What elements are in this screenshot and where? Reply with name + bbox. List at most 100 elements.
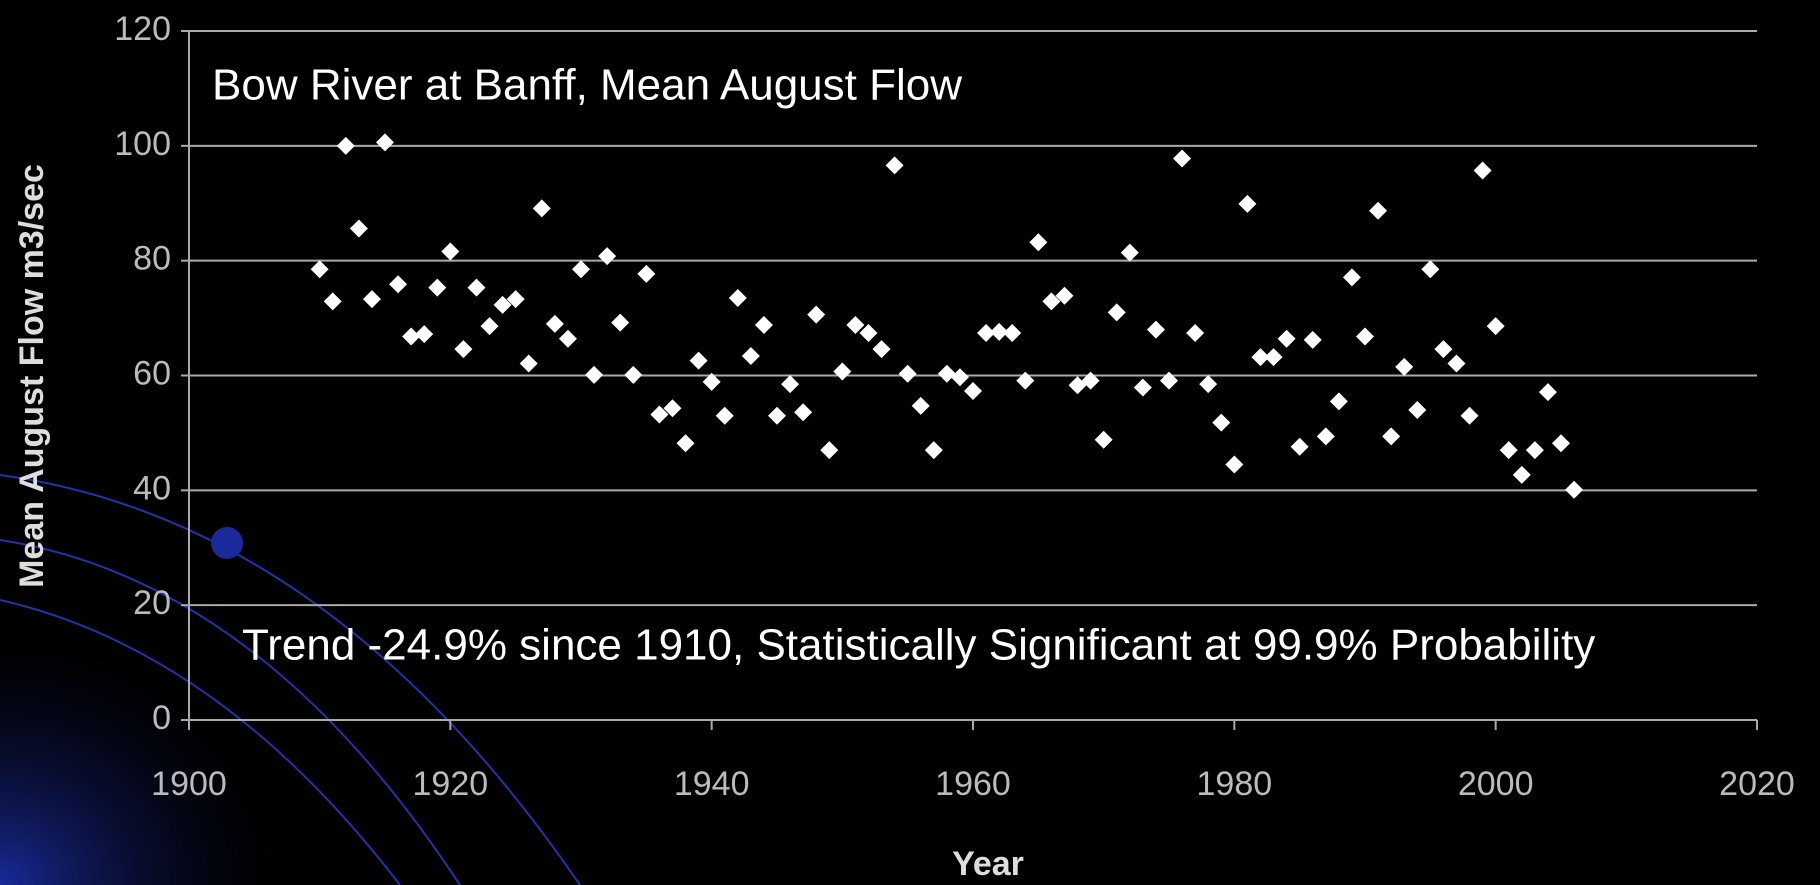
point — [1133, 378, 1152, 397]
point — [1120, 243, 1139, 262]
point — [1107, 303, 1126, 322]
point — [1329, 392, 1348, 411]
point — [715, 406, 734, 425]
point — [480, 317, 499, 336]
point — [689, 351, 708, 370]
decor-glow — [0, 420, 520, 885]
point — [1290, 437, 1309, 456]
point — [454, 340, 473, 359]
point — [1552, 434, 1570, 453]
point — [1225, 455, 1244, 474]
point — [1212, 413, 1231, 432]
point — [506, 290, 525, 309]
point — [585, 365, 604, 384]
decor-arc — [0, 539, 461, 885]
point — [1160, 371, 1178, 390]
y-tick-label: 100 — [114, 125, 171, 163]
point — [807, 305, 826, 324]
point — [428, 278, 447, 297]
point — [820, 441, 839, 460]
point — [1382, 427, 1401, 446]
point — [1473, 161, 1492, 180]
point — [977, 324, 996, 343]
point — [1499, 441, 1518, 460]
point — [1512, 465, 1531, 484]
point — [637, 264, 656, 283]
point — [1277, 329, 1296, 348]
point — [937, 364, 956, 383]
point — [1525, 441, 1544, 460]
point — [376, 133, 394, 152]
point — [794, 403, 813, 422]
point — [1395, 357, 1414, 376]
point — [650, 405, 669, 424]
point — [1055, 286, 1074, 305]
point — [362, 290, 381, 309]
x-tick-label: 1940 — [674, 765, 750, 803]
point — [467, 278, 486, 297]
point — [728, 288, 747, 307]
point — [1173, 149, 1192, 168]
point — [310, 260, 329, 279]
y-axis-label: Mean August Flow m3/sec — [13, 164, 51, 588]
point — [441, 242, 460, 261]
point — [545, 314, 564, 333]
point — [572, 260, 590, 279]
point — [558, 329, 577, 348]
point — [1316, 427, 1335, 446]
point — [768, 406, 786, 425]
point — [532, 199, 551, 218]
x-tick-label: 2020 — [1719, 765, 1795, 803]
point — [323, 292, 342, 311]
point — [1016, 371, 1035, 390]
point — [741, 346, 760, 365]
point — [1264, 348, 1283, 367]
point — [964, 382, 982, 401]
plot: 0 20 40 60 80 100 120 1900 1920 1940 1960 1980 2000 2… — [114, 10, 1795, 803]
y-tick-label: 0 — [152, 699, 171, 737]
y-tick-label: 60 — [133, 354, 171, 392]
point — [859, 324, 878, 343]
point — [924, 441, 943, 460]
point — [1486, 317, 1505, 336]
point — [885, 156, 904, 175]
point — [349, 219, 368, 238]
point — [911, 396, 930, 415]
point — [389, 275, 408, 294]
point — [336, 136, 355, 155]
x-tick-label: 1920 — [413, 765, 489, 803]
point — [898, 364, 917, 383]
point — [1538, 383, 1557, 402]
point — [624, 365, 643, 384]
point — [1029, 233, 1048, 252]
x-tick-label: 1980 — [1197, 765, 1273, 803]
point — [1356, 327, 1374, 346]
point — [663, 399, 682, 418]
point — [1199, 375, 1218, 394]
point — [1565, 480, 1584, 499]
point — [702, 372, 721, 391]
point — [598, 247, 617, 266]
point — [1303, 330, 1322, 349]
x-tick-label: 1960 — [935, 765, 1011, 803]
point — [1146, 320, 1165, 339]
y-tick-label: 40 — [133, 469, 171, 507]
point — [754, 315, 773, 334]
point — [1460, 406, 1479, 425]
point — [1094, 430, 1113, 449]
x-axis-label: Year — [952, 845, 1024, 883]
point — [519, 354, 538, 373]
point — [1042, 292, 1061, 311]
x-tick-label: 2000 — [1458, 765, 1534, 803]
decor-dot — [211, 527, 243, 559]
y-tick-label: 80 — [133, 240, 171, 278]
point — [1434, 340, 1453, 359]
point — [1342, 268, 1361, 287]
decor-arc — [0, 599, 401, 885]
point — [1369, 201, 1388, 220]
point — [611, 313, 630, 332]
point — [415, 325, 434, 344]
point — [950, 368, 969, 387]
